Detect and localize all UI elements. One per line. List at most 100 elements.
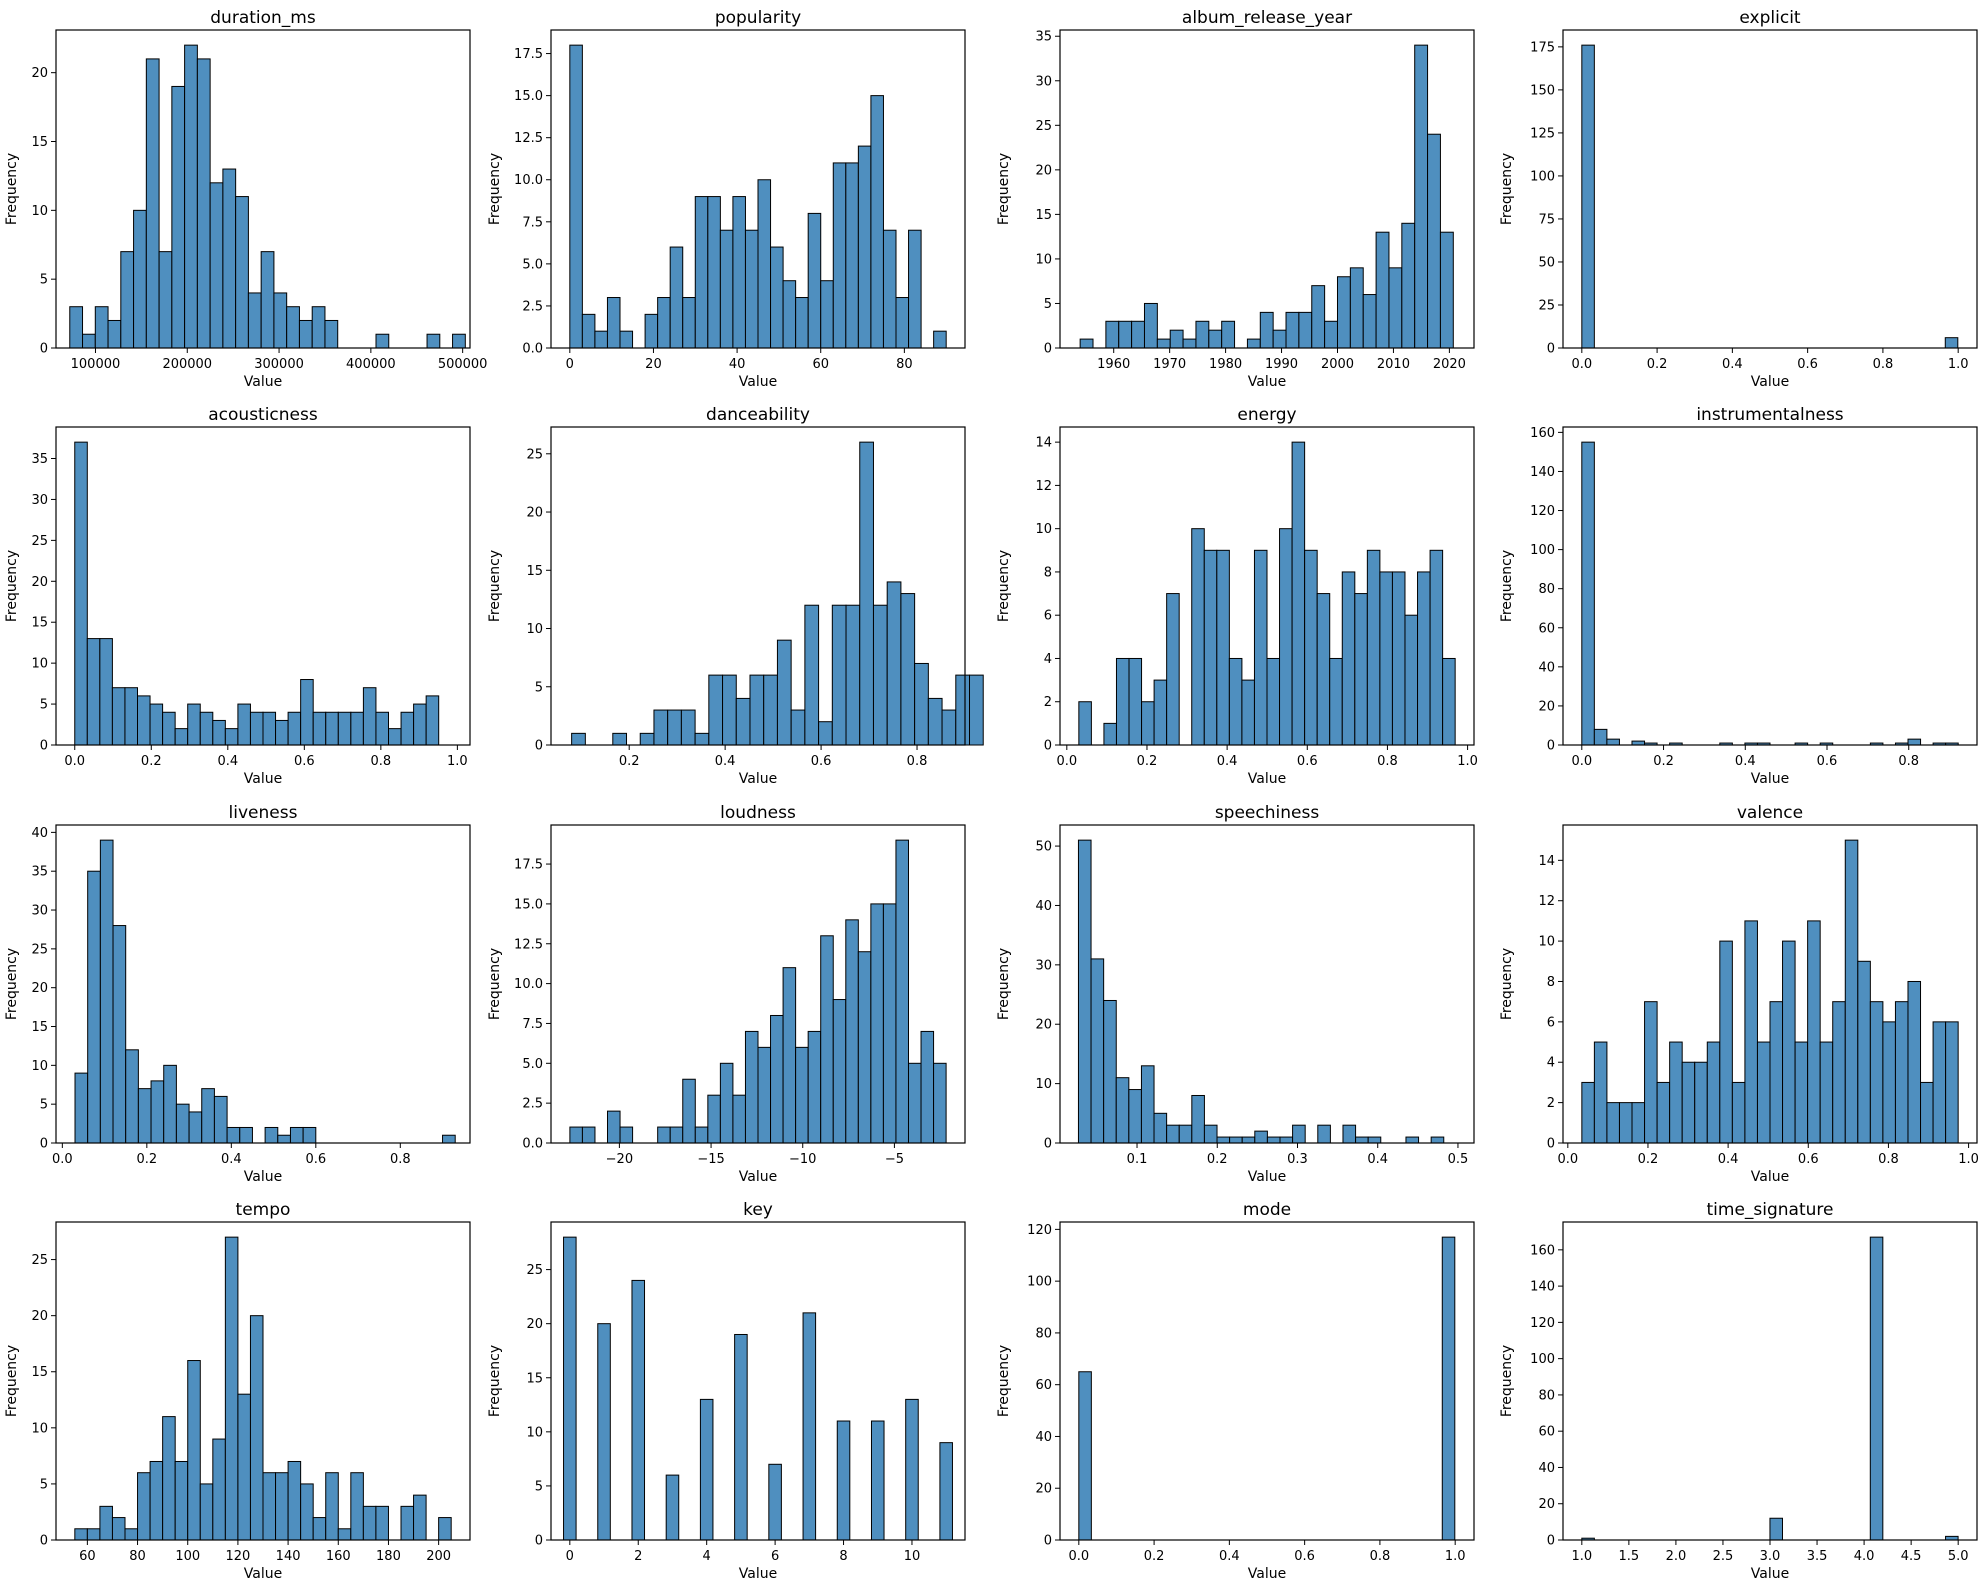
plot-frame	[1059, 426, 1475, 746]
bar	[289, 1126, 304, 1144]
x-tick-label: 1.0	[1958, 1152, 1979, 1167]
plot-frame	[550, 29, 966, 349]
bar	[744, 1030, 759, 1144]
bar	[1694, 1061, 1708, 1144]
bar	[1115, 657, 1130, 746]
x-tick-label: 0.6	[305, 1152, 326, 1167]
y-tick-label: 60	[1538, 1425, 1555, 1440]
y-tick-label: 5	[40, 1098, 48, 1113]
bar	[275, 719, 289, 746]
bar	[163, 1064, 177, 1144]
y-tick-label: 5	[535, 680, 543, 695]
bar	[1367, 1136, 1382, 1144]
bar	[1254, 1130, 1268, 1144]
y-tick-label: 5.0	[522, 257, 543, 272]
bar	[807, 212, 822, 349]
bar	[438, 1517, 452, 1541]
y-tick-label: 0	[40, 739, 48, 754]
bar	[1441, 1236, 1456, 1541]
x-tick-label: 3.5	[1807, 1549, 1828, 1564]
plot-title: tempo	[236, 1200, 291, 1220]
bar	[757, 1046, 772, 1144]
x-tick-label: 0.8	[1370, 1549, 1391, 1564]
x-tick-label: 100000	[71, 357, 121, 372]
y-axis-label: Frequency	[1499, 1345, 1515, 1417]
x-tick-label: 20	[645, 357, 662, 372]
bar	[955, 674, 971, 746]
x-tick-label: 4.0	[1854, 1549, 1875, 1564]
y-tick-label: 5	[535, 1479, 543, 1494]
bar	[1228, 657, 1243, 746]
bar	[171, 85, 186, 349]
bar	[1279, 528, 1293, 746]
y-tick-label: 20	[1538, 1497, 1555, 1512]
y-tick-label: 100	[1530, 1352, 1555, 1367]
bar	[249, 711, 264, 746]
x-tick-label: 5.0	[1948, 1549, 1969, 1564]
x-tick-label: 60	[79, 1549, 96, 1564]
bar	[735, 697, 751, 746]
y-tick-label: 20	[526, 506, 543, 521]
plot-frame	[55, 824, 471, 1144]
bar	[1581, 441, 1595, 746]
x-tick-label: 0.4	[217, 754, 238, 769]
bar	[400, 1505, 415, 1541]
bar	[719, 229, 734, 349]
bar	[1203, 549, 1218, 746]
bar	[69, 306, 84, 349]
x-axis-label: Value	[1248, 1566, 1286, 1582]
bar	[1857, 960, 1871, 1144]
x-tick-label: 0.8	[907, 754, 928, 769]
bar	[836, 1420, 851, 1541]
bar	[569, 44, 583, 349]
y-tick-label: 20	[526, 1317, 543, 1332]
bar	[795, 1046, 809, 1144]
bar	[820, 935, 834, 1144]
x-axis-label: Value	[739, 1169, 777, 1185]
y-tick-label: 175	[1530, 40, 1555, 55]
bar	[1593, 1041, 1608, 1144]
x-tick-label: 2	[634, 1549, 642, 1564]
y-tick-label: 125	[1530, 126, 1555, 141]
x-tick-label: 80	[129, 1549, 146, 1564]
y-tick-label: 0	[1547, 739, 1555, 754]
y-tick-label: 20	[31, 66, 48, 81]
bar	[1128, 1089, 1142, 1144]
x-tick-label: 0.4	[715, 754, 736, 769]
x-tick-label: 200	[426, 1549, 451, 1564]
y-tick-label: 12	[1538, 894, 1555, 909]
y-tick-label: 6	[1547, 1015, 1555, 1030]
bar	[86, 638, 101, 746]
y-tick-label: 0	[1547, 342, 1555, 357]
bar	[1241, 679, 1255, 746]
y-axis-label: Frequency	[4, 153, 20, 225]
y-tick-label: 10	[1035, 522, 1052, 537]
plot-title: time_signature	[1707, 1200, 1834, 1220]
x-tick-label: 1.0	[1445, 1549, 1466, 1564]
bar	[1291, 441, 1306, 746]
x-tick-label: 0.4	[1718, 1152, 1739, 1167]
y-tick-label: 17.5	[514, 47, 543, 62]
bar	[107, 319, 122, 349]
bar	[1606, 1102, 1620, 1144]
bar	[1266, 1136, 1281, 1144]
x-tick-label: 3.0	[1760, 1549, 1781, 1564]
bar	[1349, 267, 1364, 349]
histogram-key: 0 2 4 6 8 10 0 5 10 15 20 25 key Value Frequency	[487, 1200, 966, 1582]
bar	[895, 839, 909, 1144]
bar	[1354, 593, 1368, 746]
plot-frame	[1562, 29, 1978, 349]
bar	[1115, 1077, 1130, 1144]
y-tick-label: 0	[1547, 1137, 1555, 1152]
bar	[1391, 571, 1406, 746]
x-tick-label: 0.3	[1287, 1152, 1308, 1167]
bar	[969, 674, 984, 746]
bar	[669, 1126, 684, 1144]
x-tick-label: 0.6	[1798, 1152, 1819, 1167]
x-axis-label: Value	[1248, 1169, 1286, 1185]
bar	[1143, 302, 1158, 349]
x-tick-label: 80	[896, 357, 913, 372]
x-tick-label: 1.5	[1619, 1549, 1640, 1564]
histogram-album-release-year: 1960 1970 1980 1990 2000 2010 2020 0 5 10 15 20 25 30…	[996, 8, 1475, 390]
plot-title: valence	[1737, 803, 1803, 823]
